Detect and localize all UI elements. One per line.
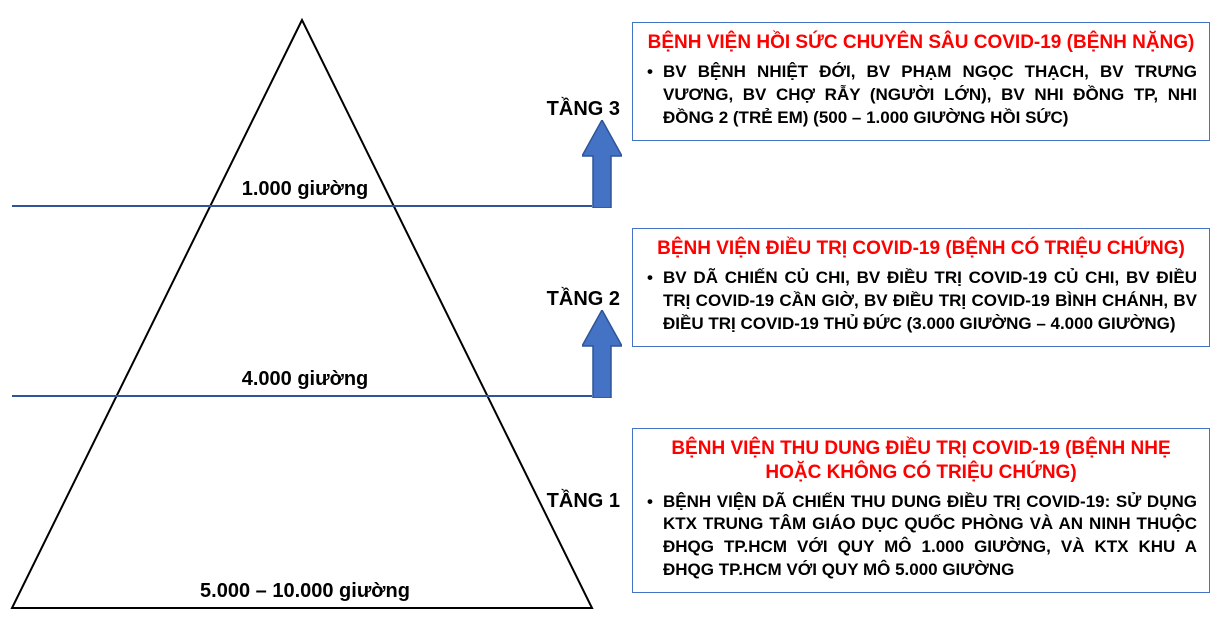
arrow-up-upper	[582, 120, 622, 208]
info-box-body: BV DÃ CHIẾN CỦ CHI, BV ĐIỀU TRỊ COVID-19…	[645, 267, 1197, 336]
tier-label-3: TẦNG 3	[540, 98, 620, 121]
info-box-body: BỆNH VIỆN DÃ CHIẾN THU DUNG ĐIỀU TRỊ COV…	[645, 491, 1197, 583]
info-box-title: BỆNH VIỆN THU DUNG ĐIỀU TRỊ COVID-19 (BỆ…	[645, 437, 1197, 485]
info-box-tier2: BỆNH VIỆN ĐIỀU TRỊ COVID-19 (BỆNH CÓ TRI…	[632, 228, 1210, 347]
info-box-title: BỆNH VIỆN ĐIỀU TRỊ COVID-19 (BỆNH CÓ TRI…	[645, 237, 1197, 261]
diagram-canvas: 1.000 giường 4.000 giường 5.000 – 10.000…	[0, 0, 1230, 630]
divider-line-upper	[12, 205, 592, 207]
info-box-body: BV BỆNH NHIỆT ĐỚI, BV PHẠM NGỌC THẠCH, B…	[645, 61, 1197, 130]
pyramid-label-middle: 4.000 giường	[240, 368, 370, 391]
info-box-tier3: BỆNH VIỆN HỒI SỨC CHUYÊN SÂU COVID-19 (B…	[632, 22, 1210, 141]
info-box-title: BỆNH VIỆN HỒI SỨC CHUYÊN SÂU COVID-19 (B…	[645, 31, 1197, 55]
tier-label-1: TẦNG 1	[540, 490, 620, 513]
info-box-tier1: BỆNH VIỆN THU DUNG ĐIỀU TRỊ COVID-19 (BỆ…	[632, 428, 1210, 593]
tier-label-2: TẦNG 2	[540, 288, 620, 311]
pyramid-label-top: 1.000 giường	[240, 178, 370, 201]
pyramid-label-bottom: 5.000 – 10.000 giường	[190, 580, 420, 603]
arrow-up-lower	[582, 310, 622, 398]
pyramid-triangle	[0, 0, 610, 630]
divider-line-lower	[12, 395, 592, 397]
